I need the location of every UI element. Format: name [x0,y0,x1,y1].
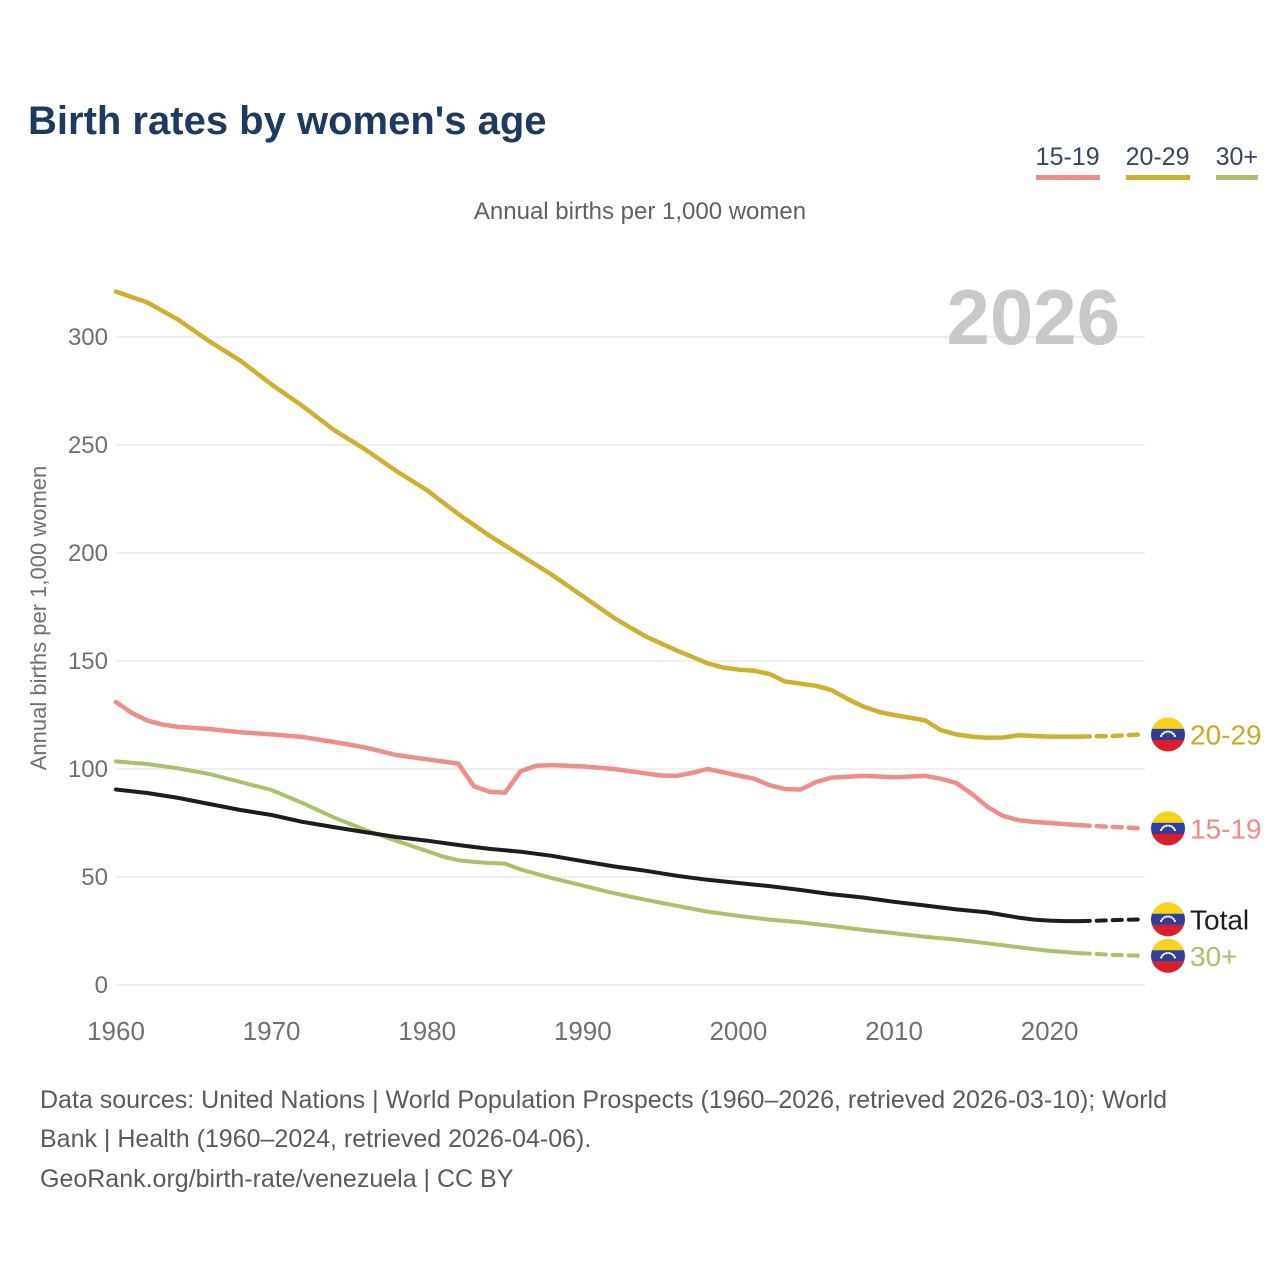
y-tick-label: 200 [68,540,108,567]
y-tick-label: 0 [95,972,108,999]
series-end-label-30+: 30+ [1190,941,1238,972]
venezuela-flag-icon [1151,938,1185,973]
x-tick-label: 1970 [243,1016,301,1046]
data-sources-line-2: Bank | Health (1960–2024, retrieved 2026… [40,1125,592,1153]
page-title: Birth rates by women's age [28,98,547,143]
legend-item-30+[interactable]: 30+ [1215,143,1258,180]
legend-item-15-19[interactable]: 15-19 [1035,143,1100,180]
series-line-20-29 [113,289,1084,740]
y-tick-label: 150 [68,648,108,675]
x-tick-label: 2010 [865,1016,923,1046]
data-sources-line-1: Data sources: United Nations | World Pop… [40,1086,1168,1114]
x-tick-label: 2020 [1021,1016,1079,1046]
flag-stripes [1151,902,1185,937]
x-tick-label: 1990 [554,1016,612,1046]
series-end-label-20-29: 20-29 [1190,719,1262,750]
series-line-Total [114,787,1083,924]
venezuela-flag-icon [1151,717,1185,752]
source-link[interactable]: GeoRank.org/birth-rate/venezuela | CC BY [40,1165,514,1193]
year-watermark: 2026 [946,273,1120,361]
flag-stripes [1151,717,1185,752]
venezuela-flag-icon [1151,902,1185,937]
x-tick-label: 1960 [87,1016,145,1046]
series-line-15-19 [113,699,1084,828]
series-end-label-Total: Total [1190,904,1249,935]
legend: 15-19 20-29 30+ [1010,143,1258,180]
series-line-30+ [114,759,1083,956]
series-end-label-15-19: 15-19 [1190,813,1262,844]
y-tick-label: 100 [68,756,108,783]
y-tick-label: 250 [68,432,108,459]
y-tick-label: 300 [68,324,108,351]
y-axis-label: Annual births per 1,000 women [26,466,51,771]
y-tick-label: 50 [81,864,108,891]
series-line-projection-Total [1078,917,1145,924]
x-tick-label: 1980 [398,1016,456,1046]
flag-stripes [1151,938,1185,973]
flag-stripes [1151,811,1185,846]
chart-subtitle: Annual births per 1,000 women [473,198,807,225]
series-line-projection-15-19 [1078,822,1146,831]
x-tick-label: 2000 [709,1016,767,1046]
legend-item-20-29[interactable]: 20-29 [1125,143,1190,180]
series-line-projection-30+ [1078,951,1145,958]
series-line-projection-20-29 [1078,732,1146,739]
venezuela-flag-icon [1151,811,1185,846]
